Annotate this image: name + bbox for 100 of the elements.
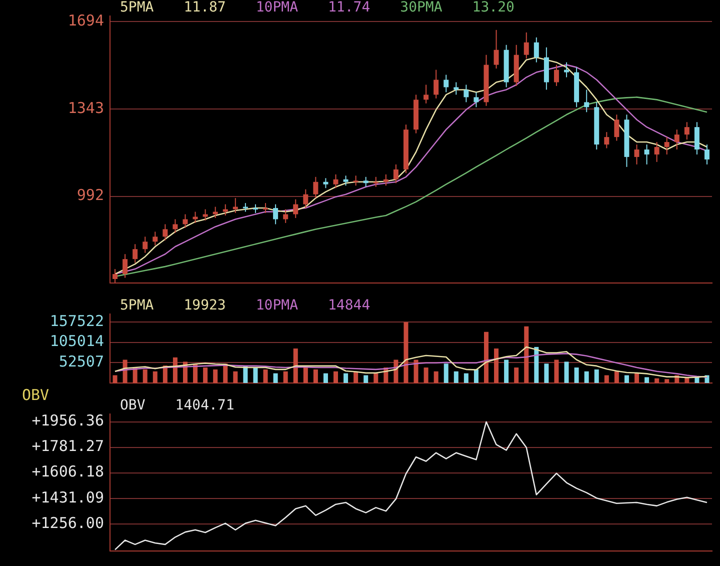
bar <box>434 371 438 383</box>
bar <box>584 371 589 383</box>
candlestick <box>273 204 278 225</box>
candlestick <box>333 174 338 189</box>
candlestick <box>293 198 298 218</box>
text: 10PMA <box>256 0 299 16</box>
y-tick-label: +1606.18 <box>32 462 104 481</box>
candlestick <box>584 89 590 113</box>
text: 14844 <box>328 298 370 314</box>
bar <box>454 371 458 383</box>
candlestick <box>303 188 308 209</box>
candlestick <box>664 136 670 155</box>
bar <box>444 364 448 383</box>
candlestick <box>634 144 640 165</box>
bar <box>474 369 478 383</box>
candlestick <box>614 114 620 142</box>
bar <box>534 346 539 383</box>
bar <box>524 326 529 383</box>
text: 11.87 <box>184 0 226 16</box>
bar <box>494 348 499 383</box>
candlestick <box>263 202 268 214</box>
bar <box>404 322 408 383</box>
y-axis-title: OBV <box>22 386 50 404</box>
candlestick <box>363 176 368 188</box>
bar <box>303 367 308 383</box>
candlestick <box>313 176 318 199</box>
candlestick <box>434 69 439 99</box>
text: OBV <box>120 398 146 414</box>
bar <box>514 367 519 383</box>
candlestick <box>684 122 690 140</box>
candlestick <box>644 144 650 165</box>
candlestick <box>152 231 158 246</box>
text: 5PMA <box>120 0 154 16</box>
text: 11.74 <box>328 0 370 16</box>
candlestick <box>222 204 228 216</box>
candlestick <box>474 92 479 108</box>
bar <box>263 369 268 383</box>
text: 30PMA <box>400 0 443 16</box>
bar <box>364 375 368 383</box>
candlestick <box>494 29 499 70</box>
bar <box>293 348 298 383</box>
bar <box>213 369 218 383</box>
bar <box>594 369 599 383</box>
bar <box>644 377 650 383</box>
bar <box>323 373 328 383</box>
candlestick <box>162 224 168 241</box>
candlestick <box>373 176 378 188</box>
candlestick <box>192 211 198 224</box>
text: 1404.71 <box>175 398 234 414</box>
y-tick-label: +1956.36 <box>32 412 104 430</box>
y-tick-label: 1343 <box>68 98 104 117</box>
bar <box>172 357 178 383</box>
y-tick-label: +1781.27 <box>32 437 104 456</box>
bar <box>614 371 619 383</box>
bar <box>152 371 158 383</box>
candlestick <box>212 206 218 218</box>
candlestick <box>524 32 529 60</box>
bar <box>634 373 640 383</box>
bar <box>374 373 378 383</box>
candlestick <box>393 164 398 184</box>
candlestick <box>353 175 358 186</box>
y-tick-label: 52507 <box>58 352 104 371</box>
candlestick <box>694 122 700 155</box>
bar <box>273 373 278 383</box>
candlestick <box>704 144 710 165</box>
bar <box>142 369 148 383</box>
candlestick <box>654 142 660 162</box>
candlestick <box>383 174 388 186</box>
bar <box>484 332 489 383</box>
bar <box>574 367 579 383</box>
y-tick-label: +1431.09 <box>32 488 104 506</box>
candlestick <box>283 208 288 224</box>
bar <box>554 360 559 383</box>
bar <box>344 373 348 383</box>
bar <box>414 360 418 383</box>
y-tick-label: 105014 <box>50 332 104 350</box>
bar <box>333 371 338 383</box>
candlestick <box>172 218 178 234</box>
candlestick <box>444 74 449 93</box>
bar <box>464 373 468 383</box>
bar <box>654 378 660 383</box>
candlestick <box>132 244 138 264</box>
bar <box>604 375 609 383</box>
text: 13.20 <box>472 0 514 16</box>
candlestick <box>564 62 570 78</box>
candlestick <box>424 84 429 104</box>
text: 5PMA <box>120 298 154 314</box>
bar <box>354 371 358 383</box>
candlestick <box>142 236 148 254</box>
bar <box>424 367 428 383</box>
candlestick <box>674 129 680 150</box>
candlestick <box>454 82 459 96</box>
bar <box>233 371 238 383</box>
bar <box>504 360 509 383</box>
candlestick <box>464 84 469 103</box>
candlestick <box>232 198 238 214</box>
bar <box>564 362 569 383</box>
candlestick <box>112 268 118 284</box>
candlestick <box>122 254 128 278</box>
bar <box>283 371 288 383</box>
